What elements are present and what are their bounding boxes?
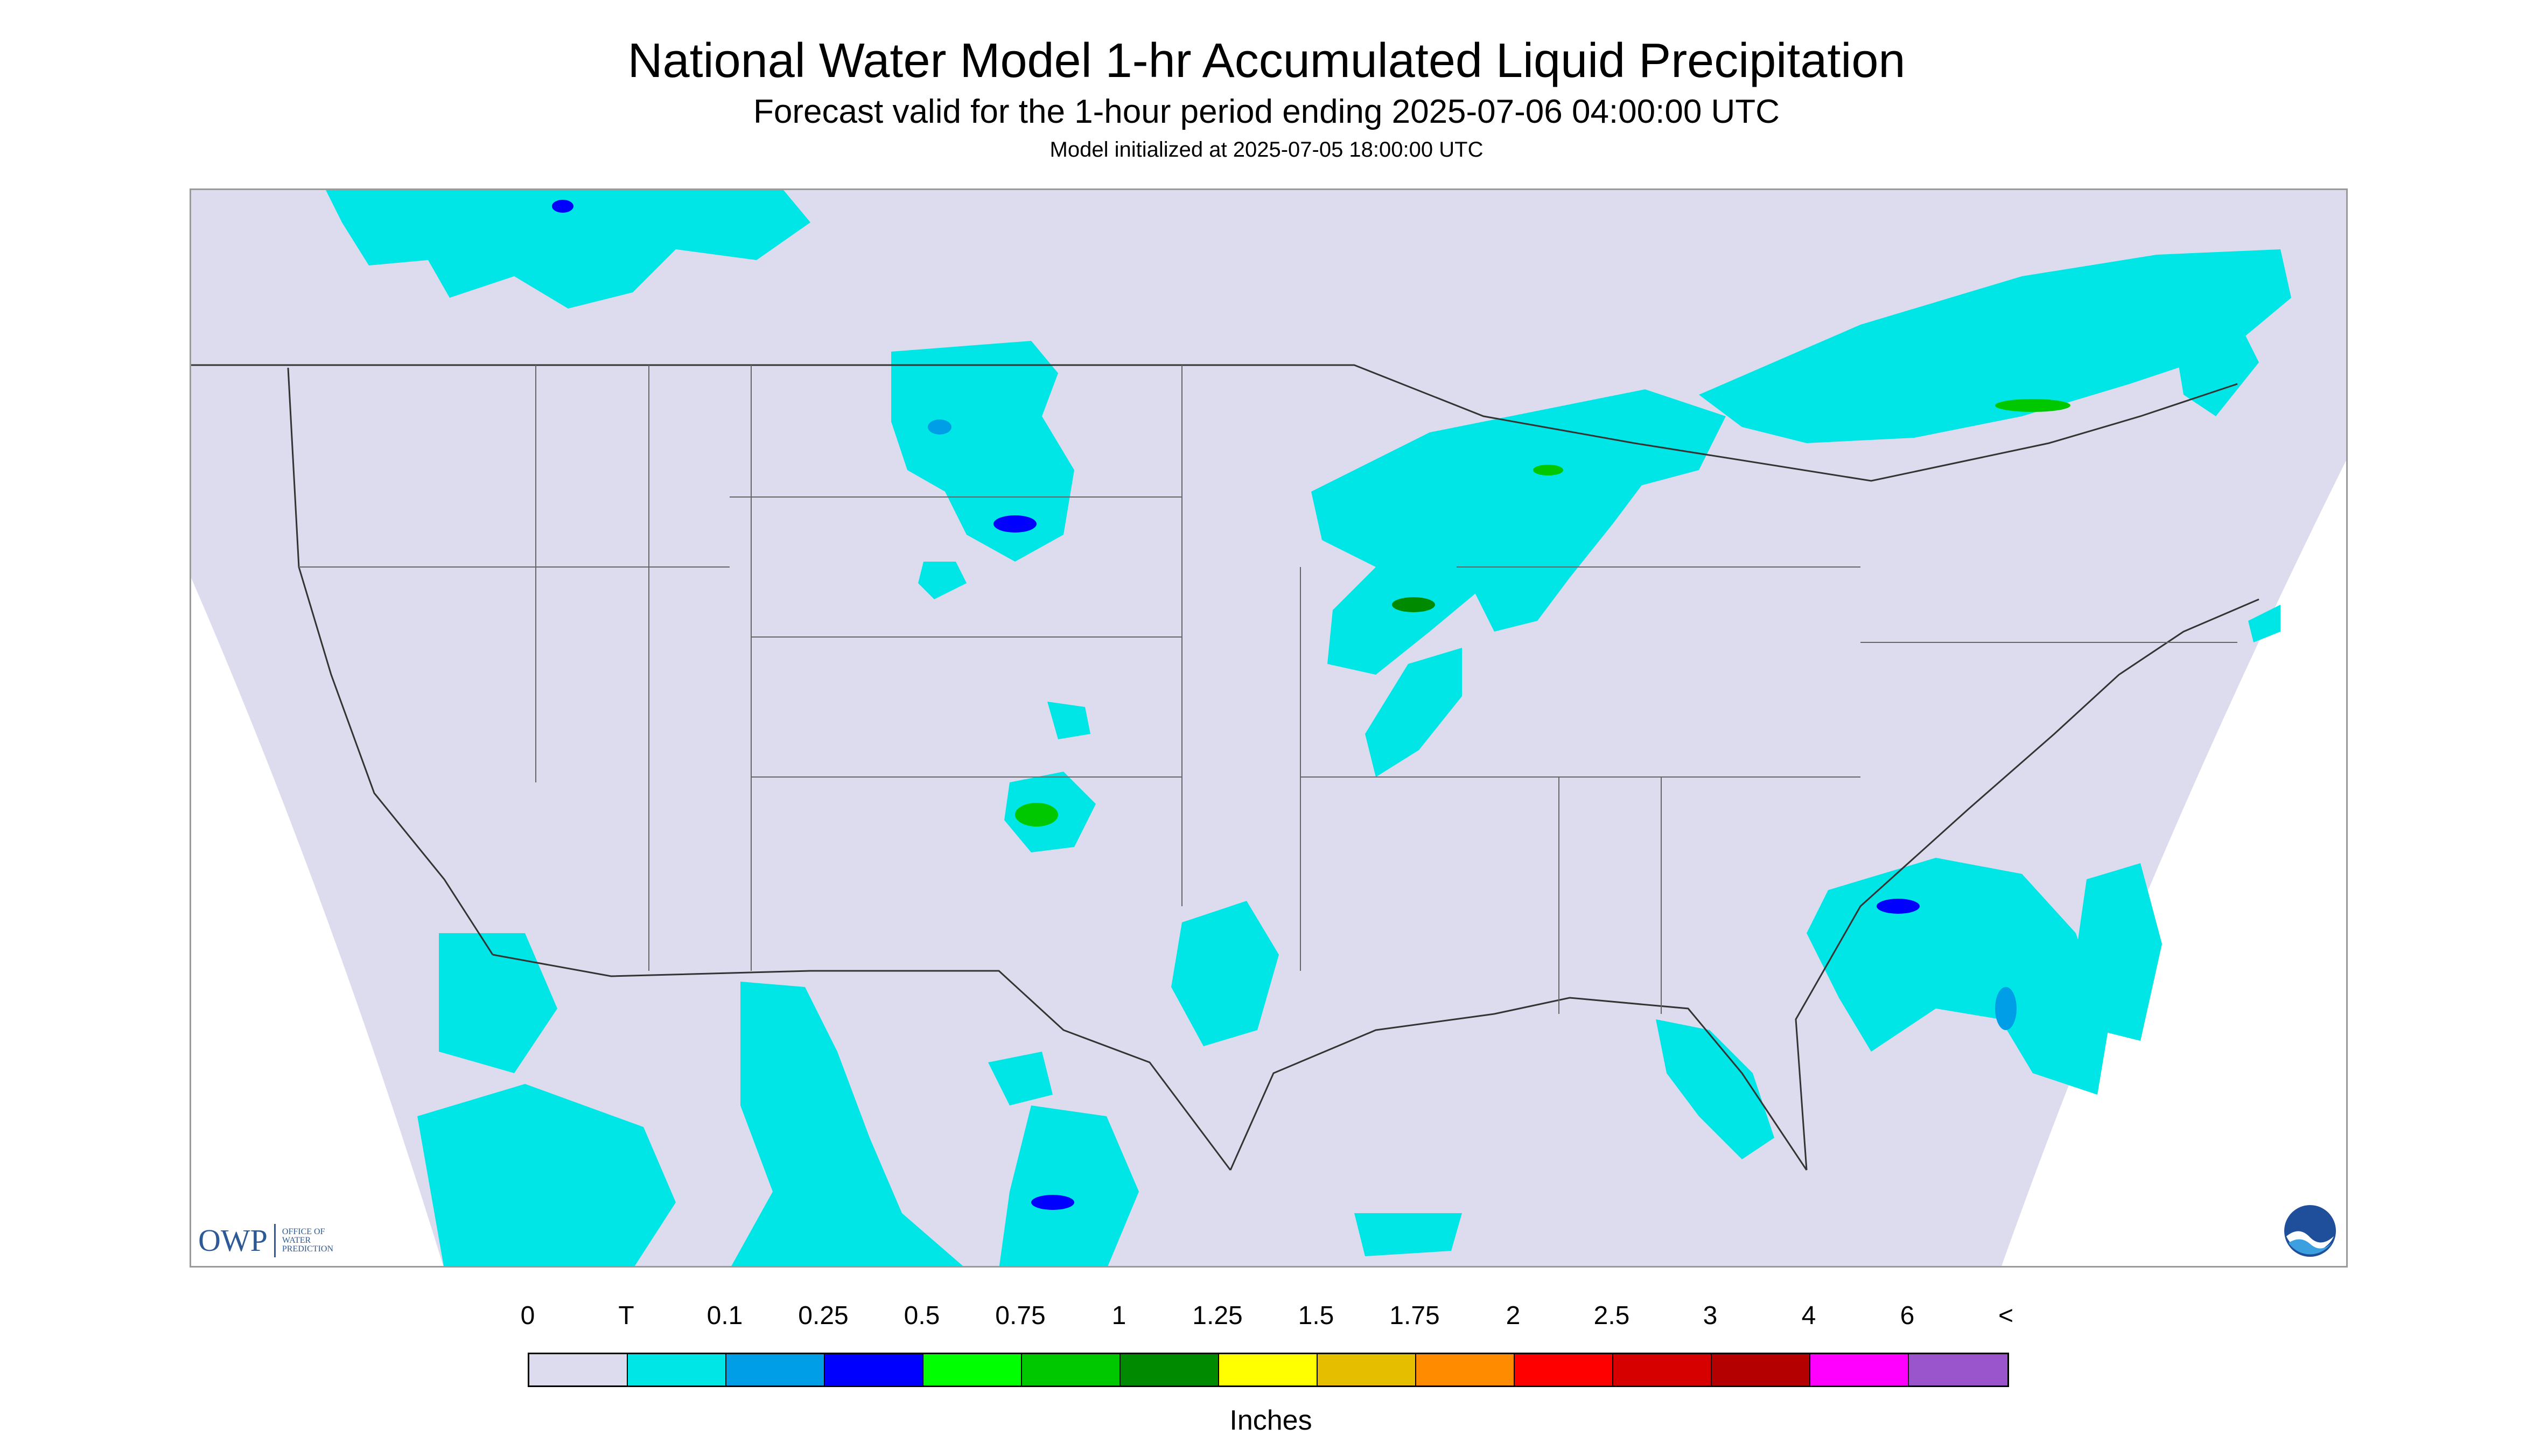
legend-swatch xyxy=(825,1354,923,1385)
precip-carolinas xyxy=(1807,858,2108,1095)
precip-nebraska-patch xyxy=(918,562,967,599)
precip-new-england xyxy=(2173,319,2259,416)
legend-swatch xyxy=(1121,1354,1219,1385)
precip-core-layer xyxy=(552,200,2070,1210)
legend-tick-label: 0.75 xyxy=(995,1301,1046,1330)
legend-tick-label: 0.5 xyxy=(904,1301,940,1330)
legend-swatch xyxy=(923,1354,1022,1385)
core-atlantic-blue xyxy=(1995,987,2017,1030)
precip-atlantic-lanes xyxy=(2076,863,2162,1041)
precip-mexico-sierra xyxy=(731,982,963,1266)
precip-quebec xyxy=(1699,249,2291,443)
precip-illinois-band xyxy=(1365,648,1462,777)
west-coast xyxy=(287,367,494,955)
legend-swatch xyxy=(1515,1354,1613,1385)
owp-logo-divider xyxy=(274,1223,276,1257)
core-colorado-green xyxy=(1015,803,1058,827)
precip-florida xyxy=(1656,1019,1774,1159)
atlantic-coast xyxy=(1795,598,2259,1171)
legend-units: Inches xyxy=(1229,1405,1312,1436)
legend-swatch xyxy=(1712,1354,1810,1385)
legend-swatch xyxy=(529,1354,628,1385)
projection-mask-right xyxy=(2002,460,2346,1266)
legend-tick-label: 1 xyxy=(1111,1301,1126,1330)
map-subtitle: Forecast valid for the 1-hour period end… xyxy=(753,93,1780,130)
legend-color-bar xyxy=(528,1353,2009,1387)
legend-swatch xyxy=(1219,1354,1318,1385)
noaa-logo xyxy=(2284,1205,2336,1257)
legend-swatch xyxy=(628,1354,726,1385)
precipitation-map xyxy=(190,188,2348,1268)
gulf-coast xyxy=(1229,997,1808,1171)
legend-swatch xyxy=(1909,1354,2007,1385)
owp-logo-mark: OWP xyxy=(198,1223,268,1258)
core-nebraska-blue xyxy=(993,515,1037,533)
legend-tick-label: 1.5 xyxy=(1298,1301,1334,1330)
us-mexico-border xyxy=(492,954,1231,1171)
state-lines xyxy=(299,365,2237,1014)
model-init-time: Model initialized at 2025-07-05 18:00:00… xyxy=(1049,138,1484,162)
core-canada-blue xyxy=(552,200,573,213)
legend-tick-label: 0.1 xyxy=(706,1301,743,1330)
core-michigan-green xyxy=(1533,465,1563,475)
precip-gulf-stream xyxy=(1354,1213,1462,1256)
core-mexico-blue xyxy=(1031,1195,1074,1210)
legend-tick-label: T xyxy=(618,1301,634,1330)
owp-text-line: Office of xyxy=(282,1227,325,1236)
legend-swatch xyxy=(1022,1354,1121,1385)
precip-kansas-patch xyxy=(1047,702,1090,739)
legend-tick-label: 6 xyxy=(1900,1301,1915,1330)
core-quebec-green xyxy=(1995,399,2070,412)
legend-swatch xyxy=(1318,1354,1416,1385)
legend-swatch xyxy=(1613,1354,1712,1385)
legend-swatch xyxy=(1416,1354,1515,1385)
legend-swatch xyxy=(1810,1354,1909,1385)
legend-tick-label: 1.75 xyxy=(1389,1301,1440,1330)
owp-logo: OWP Office of Water Prediction xyxy=(198,1222,333,1258)
legend-tick-label: 2.5 xyxy=(1593,1301,1630,1330)
precip-nova-scotia xyxy=(2248,605,2280,642)
legend-tick-label: < xyxy=(1998,1301,2014,1330)
color-legend: 0 T 0.1 0.25 0.5 0.75 1 1.25 1.5 1.75 2 2.5 3 4 6 < Inc… xyxy=(521,1301,2014,1436)
owp-logo-text: Office of Water Prediction xyxy=(282,1227,333,1254)
legend-tick-label: 2 xyxy=(1506,1301,1521,1330)
precip-canada-prairies xyxy=(326,190,810,309)
precip-north-plains xyxy=(891,341,1074,562)
precip-mexico-east xyxy=(999,1105,1139,1266)
boundaries xyxy=(191,364,2259,1171)
precip-texas-west xyxy=(988,1052,1053,1105)
precip-eastern-pacific xyxy=(417,1084,676,1266)
us-canada-border xyxy=(191,364,2238,482)
legend-tick-label: 1.25 xyxy=(1192,1301,1243,1330)
state-lines-west xyxy=(299,365,1182,971)
core-carolina-blue xyxy=(1877,899,1920,914)
precip-trace-layer xyxy=(326,190,2291,1266)
owp-text-line: Water xyxy=(282,1235,311,1245)
legend-tick-label: 4 xyxy=(1801,1301,1816,1330)
precip-texas-central xyxy=(1171,901,1279,1046)
state-lines-east xyxy=(1300,566,2237,1014)
core-nd-blue xyxy=(928,419,951,435)
legend-swatch xyxy=(726,1354,825,1385)
projection-mask-left xyxy=(191,578,444,1266)
legend-tick-label: 0.25 xyxy=(798,1301,849,1330)
precip-upper-michigan-band xyxy=(1473,470,1645,632)
legend-tick-label: 0 xyxy=(520,1301,535,1330)
map-canvas xyxy=(191,190,2346,1266)
core-iowa-green xyxy=(1392,597,1435,612)
legend-tick-label: 3 xyxy=(1703,1301,1718,1330)
owp-text-line: Prediction xyxy=(282,1244,333,1254)
precip-gulf-california xyxy=(439,933,557,1073)
map-title: National Water Model 1-hr Accumulated Li… xyxy=(627,34,1906,88)
